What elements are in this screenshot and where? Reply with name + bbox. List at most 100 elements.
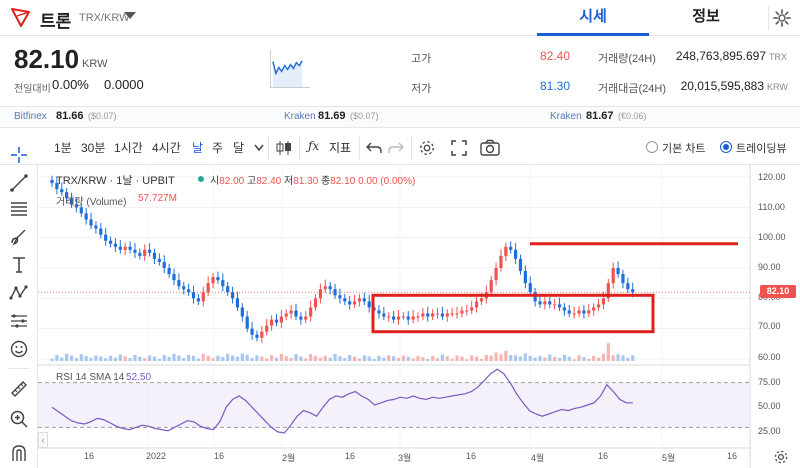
volume-bar [362,355,366,361]
volume-bar [528,355,532,361]
exchange-name[interactable]: Bitfinex [14,111,47,122]
candle-body [123,246,127,250]
coin-name[interactable]: 트론 [40,12,72,31]
brush-icon[interactable] [9,227,29,247]
coin-pair[interactable]: TRX/KRW [79,12,130,24]
candle-body [235,298,240,308]
function-icon[interactable]: ƒx [308,139,320,153]
gear-icon[interactable] [772,448,790,466]
fullscreen-icon[interactable] [450,139,468,157]
chevron-down-icon[interactable] [124,12,136,19]
candle-body [377,310,381,314]
interval-1m[interactable]: 1분 [54,141,72,155]
volume-bar [187,354,191,361]
candle-body [221,280,225,287]
tab-info[interactable]: 정보 [692,8,720,25]
date-tick: 16 [345,451,356,461]
interval-month[interactable]: 달 [233,141,245,155]
ruler-icon[interactable] [9,379,29,399]
interval-1h[interactable]: 1시간 [114,141,143,155]
volume-bar [538,355,542,361]
volume-bar [631,355,635,361]
change-value: 0.00 (0.00%) [358,176,416,187]
volume-bar [601,353,606,361]
interval-4h[interactable]: 4시간 [152,141,181,155]
text-tool-icon[interactable] [9,255,29,275]
volume-bar [582,357,586,361]
indicators-button[interactable]: 지표 [329,141,352,155]
candle-body [148,249,152,253]
candle-body [255,334,259,338]
interval-day[interactable]: 날 [192,141,204,155]
camera-icon[interactable] [480,139,500,157]
candle-body [187,289,191,293]
volume-24h-unit: TRX [769,52,787,62]
candle-body [499,255,503,268]
interval-week[interactable]: 주 [212,141,224,155]
volume-bar [572,359,576,361]
candle-body [152,252,157,259]
collapse-toolbar-button[interactable]: ‹ [38,432,48,448]
amount-24h-value: 20,015,595,883 [680,79,764,93]
trading-view-label[interactable]: 트레이딩뷰 [736,143,787,155]
date-tick: 3월 [398,453,412,463]
volume-value: 57.727M [138,193,177,204]
candle-body [592,307,596,311]
candle-body [543,301,547,305]
exchange-price: 81.69 [318,110,346,122]
volume-bar [201,354,205,361]
volume-bar [240,353,244,361]
candle-body [577,310,581,314]
candle-body [367,301,371,308]
candle-body [260,331,264,338]
volume-bar [533,357,537,361]
volume-bar [69,355,74,361]
magnet-icon[interactable] [9,443,29,463]
volume-bar [279,353,283,361]
gear-icon[interactable] [417,138,437,158]
volume-bar [474,356,479,361]
emoji-icon[interactable] [9,339,29,359]
tab-price[interactable]: 시세 [537,0,649,36]
candle-body [406,316,410,320]
rsi-band [38,382,750,428]
basic-chart-radio[interactable] [646,141,658,153]
exchange-price: 81.66 [56,110,84,122]
zoom-in-icon[interactable] [9,409,29,429]
candle-body [626,283,630,290]
undo-icon[interactable] [366,141,382,155]
trading-view-radio[interactable] [720,141,732,153]
candle-body [133,249,137,253]
price-tick: 90.00 [758,262,781,272]
volume-bar [557,358,562,361]
candle-body [587,310,591,314]
candle-body [621,274,625,284]
volume-bar [55,355,59,361]
exchange-name[interactable]: Kraken [550,111,582,122]
volume-bar [162,355,166,361]
chevron-down-icon[interactable] [254,144,264,152]
candle-body [162,261,166,268]
price-chart[interactable] [38,165,758,468]
date-tick: 4월 [531,453,545,463]
volume-bar [157,358,161,361]
pattern-tool-icon[interactable] [9,283,29,303]
measure-tool-icon[interactable] [9,311,29,331]
volume-bar [416,356,420,361]
high-value: 82.40 [539,49,570,63]
candle-body [84,213,88,220]
candle-body [582,310,586,314]
redo-icon[interactable] [388,141,404,155]
settings-button[interactable] [768,6,792,30]
candle-type-icon[interactable] [275,139,293,157]
horizontal-lines-icon[interactable] [9,199,29,219]
basic-chart-label[interactable]: 기본 차트 [662,143,706,155]
exchange-diff: (€0.06) [618,111,647,121]
candle-body [323,286,327,290]
exchange-name[interactable]: Kraken [284,111,316,122]
crosshair-icon[interactable] [9,145,29,165]
interval-30m[interactable]: 30분 [81,141,106,155]
trend-line-icon[interactable] [9,173,29,193]
candle-body [504,246,508,256]
high-label: 고 [247,176,257,187]
